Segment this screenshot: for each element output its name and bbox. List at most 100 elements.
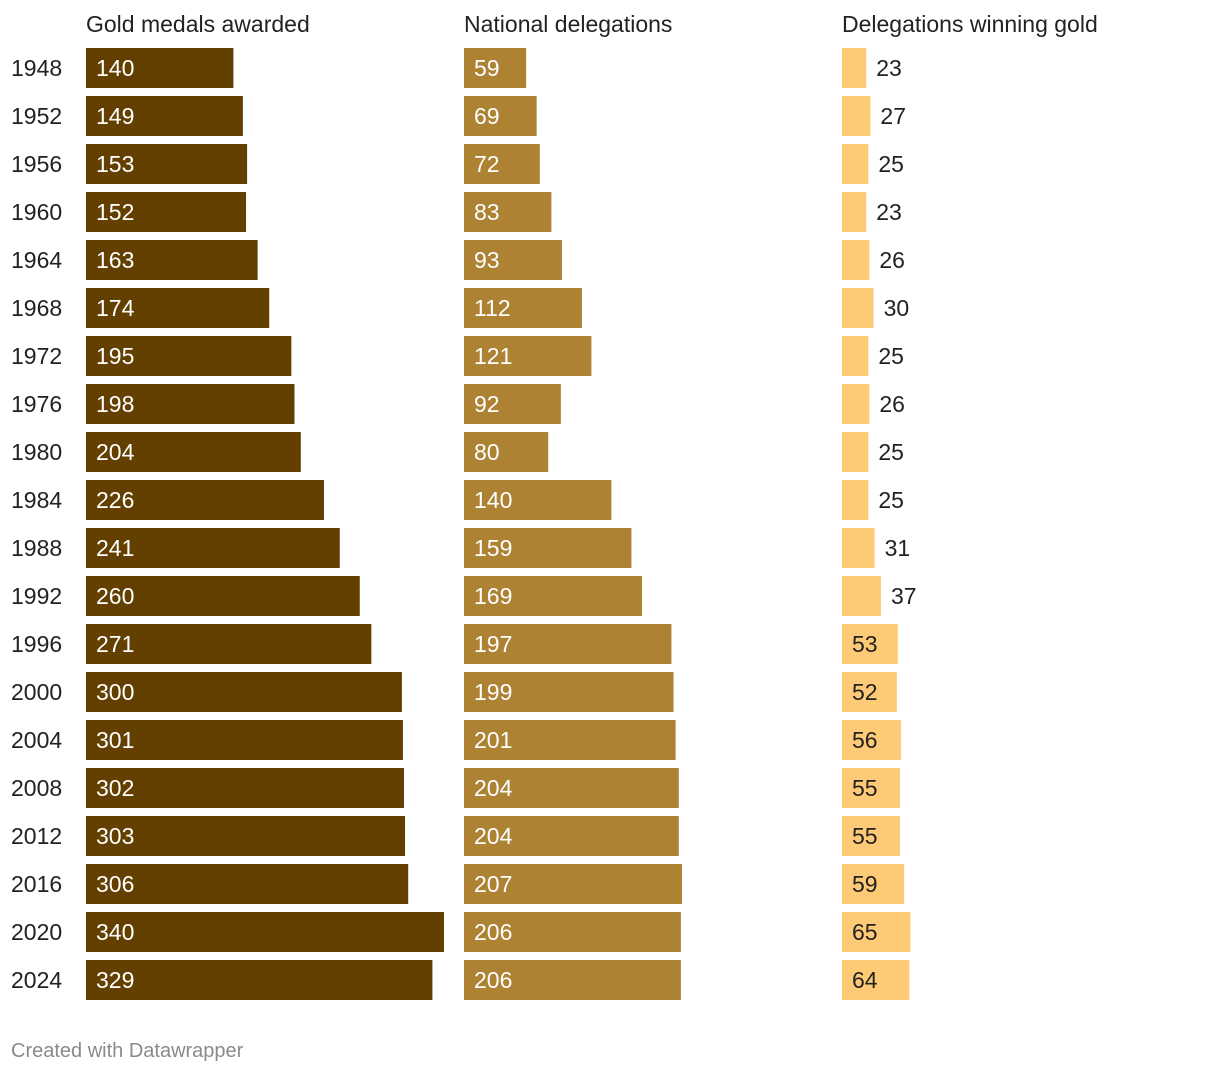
bar [86, 768, 404, 808]
year-label: 1976 [11, 391, 62, 417]
value-label: 80 [474, 439, 500, 465]
bar [464, 528, 632, 568]
bar [86, 240, 258, 280]
year-label: 2012 [11, 823, 62, 849]
year-label: 2020 [11, 919, 62, 945]
bar [842, 336, 869, 376]
bar [86, 624, 372, 664]
value-label: 152 [96, 199, 134, 225]
bar [86, 480, 324, 520]
year-label: 2000 [11, 679, 62, 705]
bar [842, 240, 870, 280]
bar [86, 720, 403, 760]
value-label: 159 [474, 535, 512, 561]
value-label: 59 [852, 871, 878, 897]
bar [842, 672, 897, 712]
bar [86, 48, 234, 88]
value-label: 52 [852, 679, 878, 705]
bar [464, 768, 679, 808]
bar [842, 816, 900, 856]
bar [842, 864, 905, 904]
year-label: 1956 [11, 151, 62, 177]
bar [86, 864, 409, 904]
value-label: 306 [96, 871, 134, 897]
year-label: 1968 [11, 295, 62, 321]
bar [842, 576, 881, 616]
bar [464, 384, 561, 424]
value-label: 37 [891, 583, 917, 609]
column-title: Delegations winning gold [842, 11, 1098, 37]
bar [464, 480, 612, 520]
value-label: 149 [96, 103, 134, 129]
bar [464, 48, 527, 88]
value-label: 207 [474, 871, 512, 897]
year-label: 2008 [11, 775, 62, 801]
value-label: 201 [474, 727, 512, 753]
bar [464, 192, 552, 232]
value-label: 31 [885, 535, 911, 561]
value-label: 195 [96, 343, 134, 369]
value-label: 65 [852, 919, 878, 945]
bar [464, 624, 672, 664]
year-label: 1952 [11, 103, 62, 129]
value-label: 169 [474, 583, 512, 609]
year-label: 1996 [11, 631, 62, 657]
value-label: 199 [474, 679, 512, 705]
value-label: 226 [96, 487, 134, 513]
bar [464, 576, 642, 616]
bar [464, 240, 562, 280]
bar [86, 528, 340, 568]
value-label: 121 [474, 343, 512, 369]
value-label: 300 [96, 679, 134, 705]
bar [464, 912, 681, 952]
value-label: 53 [852, 631, 878, 657]
bar [464, 720, 676, 760]
value-label: 112 [474, 295, 511, 321]
value-label: 25 [878, 487, 904, 513]
bar [86, 336, 292, 376]
value-label: 25 [878, 439, 904, 465]
value-label: 204 [96, 439, 135, 465]
value-label: 30 [884, 295, 910, 321]
bar [842, 960, 910, 1000]
value-label: 204 [474, 775, 513, 801]
value-label: 198 [96, 391, 134, 417]
year-label: 1960 [11, 199, 62, 225]
bar [86, 144, 248, 184]
bar [86, 384, 295, 424]
value-label: 260 [96, 583, 134, 609]
bar [842, 48, 867, 88]
bar [842, 288, 874, 328]
bar [842, 768, 900, 808]
bar [842, 480, 869, 520]
footer-credit: Created with Datawrapper [11, 1040, 244, 1062]
value-label: 23 [876, 55, 902, 81]
year-label: 2016 [11, 871, 62, 897]
value-label: 64 [852, 967, 878, 993]
year-label: 1972 [11, 343, 62, 369]
year-label: 1992 [11, 583, 62, 609]
year-label: 1988 [11, 535, 62, 561]
value-label: 27 [880, 103, 906, 129]
value-label: 23 [876, 199, 902, 225]
bar [86, 672, 402, 712]
year-label: 1980 [11, 439, 62, 465]
bar [842, 528, 875, 568]
year-label: 2024 [11, 967, 62, 993]
value-label: 69 [474, 103, 500, 129]
year-label: 2004 [11, 727, 62, 753]
value-label: 329 [96, 967, 134, 993]
value-label: 206 [474, 967, 512, 993]
value-label: 174 [96, 295, 135, 321]
year-label: 1984 [11, 487, 62, 513]
bar [464, 96, 537, 136]
value-label: 204 [474, 823, 513, 849]
value-label: 72 [474, 151, 500, 177]
bar [86, 816, 406, 856]
bar [86, 912, 444, 952]
bar [842, 192, 867, 232]
value-label: 197 [474, 631, 512, 657]
value-label: 25 [878, 151, 904, 177]
value-label: 83 [474, 199, 500, 225]
bar [464, 816, 679, 856]
